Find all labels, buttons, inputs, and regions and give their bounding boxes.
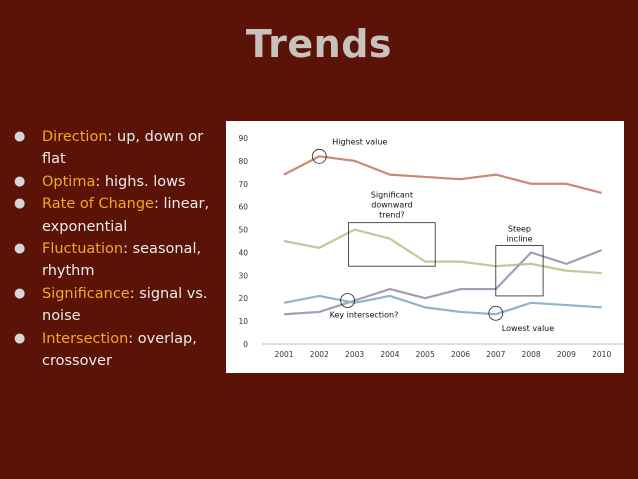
y-tick-label: 90 — [238, 134, 248, 143]
series-line-4 — [283, 294, 602, 316]
x-tick-label: 2001 — [274, 350, 293, 359]
line-chart: 0 10 20 30 40 50 60 70 80 90 2001 2002 2003 2004 2005 2… — [226, 121, 624, 373]
y-tick-label: 60 — [238, 203, 248, 212]
bullet-term: Direction — [42, 129, 108, 145]
annotation-label: Lowest value — [502, 324, 554, 333]
bullet-text: signal vs. noise — [42, 285, 208, 325]
y-tick-label: 50 — [238, 226, 248, 235]
bullet-dot-icon: ● — [14, 196, 26, 212]
bullet-separator: : — [95, 173, 105, 190]
y-tick-label: 30 — [238, 271, 248, 280]
series-line-2 — [283, 228, 602, 275]
annotation-box — [348, 222, 436, 267]
bullet-separator: : — [153, 196, 164, 213]
y-tick-label: 20 — [238, 294, 248, 303]
bullet-term: Optima — [42, 173, 96, 190]
bullet-dot-icon: ● — [14, 173, 26, 189]
chart-svg: 0 10 20 30 40 50 60 70 80 90 2001 2002 2003 2004 2005 2… — [238, 134, 624, 359]
annotation-circle — [340, 293, 355, 308]
bullet-fluctuation: ● Fluctuation: seasonal, rhythm — [14, 238, 214, 283]
bullet-term: Significance — [42, 285, 130, 302]
bullet-text: highs. lows — [104, 173, 186, 190]
bullet-rate-of-change: ● Rate of Change: linear, exponential — [14, 193, 214, 238]
y-tick-label: 80 — [238, 157, 248, 166]
bullet-term: Rate of Change — [42, 196, 154, 213]
annotation-label: Significant downward trend? — [371, 191, 413, 220]
bullet-text: up, down or flat — [42, 129, 204, 168]
x-tick-label: 2006 — [451, 350, 470, 359]
x-tick-label: 2002 — [310, 350, 329, 359]
bullet-term: Fluctuation — [42, 241, 124, 258]
x-tick-label: 2009 — [557, 350, 576, 359]
annotation-circle — [488, 305, 504, 321]
slide-title: Trends — [245, 22, 393, 66]
bullet-significance: ● Significance: signal vs. noise — [14, 283, 214, 328]
y-tick-label: 0 — [243, 340, 248, 349]
bullet-separator: : — [123, 241, 133, 258]
x-tick-label: 2007 — [486, 350, 505, 359]
y-tick-label: 70 — [238, 180, 248, 189]
bullet-separator: : — [129, 285, 140, 302]
bullet-separator: : — [128, 330, 138, 347]
bullet-intersection: ● Intersection: overlap, crossover — [14, 328, 214, 373]
bullet-direction: ● Direction: up, down or flat — [14, 126, 214, 171]
y-tick-label: 10 — [238, 317, 248, 326]
y-tick-label: 40 — [238, 248, 248, 257]
series-line-1 — [283, 155, 602, 194]
series-line-3 — [283, 249, 603, 316]
annotation-circle — [311, 148, 327, 164]
bullet-text: seasonal, rhythm — [42, 241, 202, 280]
annotation-box — [495, 245, 544, 297]
bullet-text: linear, exponential — [42, 196, 210, 235]
bullet-text: overlap, crossover — [42, 330, 197, 370]
annotation-label: Highest value — [332, 137, 387, 146]
x-tick-label: 2010 — [592, 350, 611, 359]
bullet-term: Intersection — [42, 330, 129, 347]
x-tick-label: 2004 — [380, 350, 399, 359]
bullet-dot-icon: ● — [14, 330, 26, 346]
x-tick-label: 2003 — [345, 350, 364, 359]
bullet-separator: : — [107, 129, 118, 145]
annotation-label: Key intersection? — [330, 311, 399, 320]
bullet-dot-icon: ● — [14, 241, 26, 257]
bullet-dot-icon: ● — [14, 285, 26, 301]
bullet-dot-icon: ● — [14, 129, 26, 144]
x-tick-label: 2005 — [416, 350, 435, 359]
annotation-label: Steep incline — [506, 225, 532, 244]
bullet-optima: ● Optima: highs. lows — [14, 171, 214, 193]
bullet-list: ● Direction: up, down or flat ● Optima: hi… — [14, 126, 214, 372]
x-tick-label: 2008 — [522, 350, 541, 359]
